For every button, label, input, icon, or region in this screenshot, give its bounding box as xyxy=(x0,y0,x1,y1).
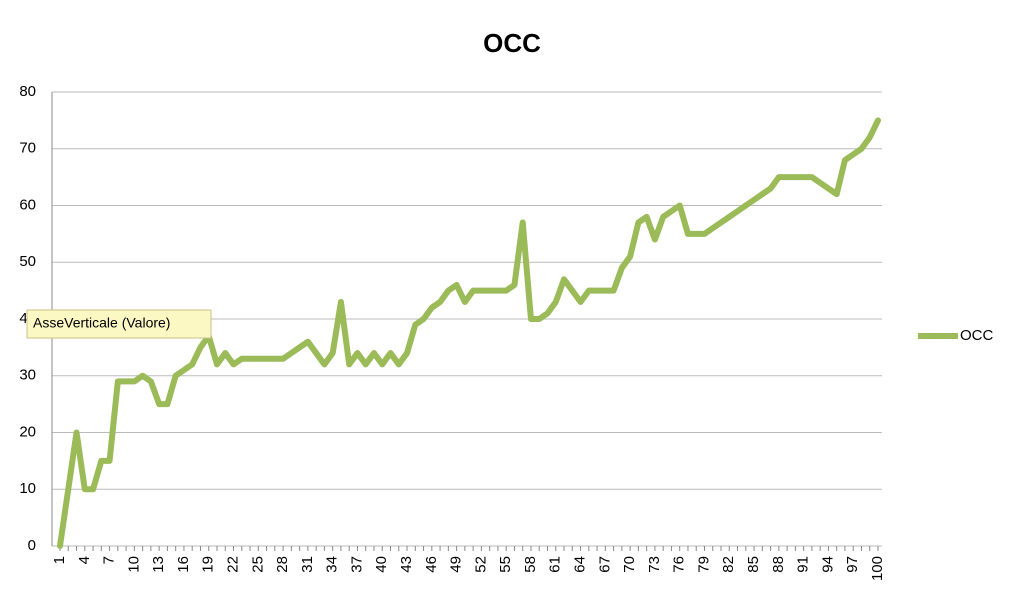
chart-title: OCC xyxy=(483,28,541,58)
x-tick-label: 91 xyxy=(795,556,812,573)
y-tick-label: 50 xyxy=(19,253,36,270)
x-tick-label: 94 xyxy=(819,556,836,573)
x-tick-label: 85 xyxy=(745,556,762,573)
x-tick-label: 52 xyxy=(472,556,489,573)
x-tick-label: 28 xyxy=(274,556,291,573)
x-tick-label: 58 xyxy=(522,556,539,573)
x-tick-label: 34 xyxy=(324,556,341,573)
x-tick-label: 37 xyxy=(348,556,365,573)
x-tick-label: 43 xyxy=(398,556,415,573)
x-tick-label: 22 xyxy=(224,556,241,573)
x-tick-label: 4 xyxy=(76,556,93,564)
tooltip-box xyxy=(26,309,212,339)
y-tick-label: 10 xyxy=(19,480,36,497)
tooltip-text: AsseVerticale (Valore) xyxy=(33,315,170,331)
x-tick-label: 46 xyxy=(423,556,440,573)
x-tick-label: 76 xyxy=(671,556,688,573)
x-tick-label: 64 xyxy=(572,556,589,573)
y-tick-label: 80 xyxy=(19,83,36,100)
y-tick-label: 60 xyxy=(19,196,36,213)
legend-label: OCC xyxy=(960,327,994,344)
x-tick-label: 25 xyxy=(249,556,266,573)
data-line xyxy=(57,117,881,549)
x-tick-label: 88 xyxy=(770,556,787,573)
x-tick-label: 40 xyxy=(373,556,390,573)
x-tick-label: 79 xyxy=(695,556,712,573)
x-tick-label: 7 xyxy=(101,556,118,564)
x-tick-label: 10 xyxy=(125,556,142,573)
x-tick-label: 97 xyxy=(844,556,861,573)
x-tick-label: 73 xyxy=(646,556,663,573)
x-tick-label: 100 xyxy=(869,556,886,581)
x-tick-label: 1 xyxy=(51,556,68,564)
x-tick-label: 49 xyxy=(448,556,465,573)
y-tick-label: 20 xyxy=(19,423,36,440)
x-tick-label: 13 xyxy=(150,556,167,573)
x-tick-label: 31 xyxy=(299,556,316,573)
x-tick-label: 61 xyxy=(547,556,564,573)
x-tick-label: 67 xyxy=(596,556,613,573)
x-tick-label: 82 xyxy=(720,556,737,573)
x-tick-label: 16 xyxy=(175,556,192,573)
y-tick-label: 30 xyxy=(19,367,36,384)
y-tick-label: 70 xyxy=(19,140,36,157)
x-tick-label: 70 xyxy=(621,556,638,573)
x-tick-label: 19 xyxy=(200,556,217,573)
tooltip: AsseVerticale (Valore) xyxy=(26,309,212,339)
x-tick-label: 55 xyxy=(497,556,514,573)
y-tick-label: 0 xyxy=(28,537,36,554)
